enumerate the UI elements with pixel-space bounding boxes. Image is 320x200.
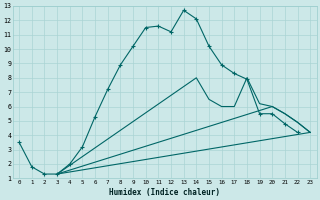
X-axis label: Humidex (Indice chaleur): Humidex (Indice chaleur) — [109, 188, 220, 197]
